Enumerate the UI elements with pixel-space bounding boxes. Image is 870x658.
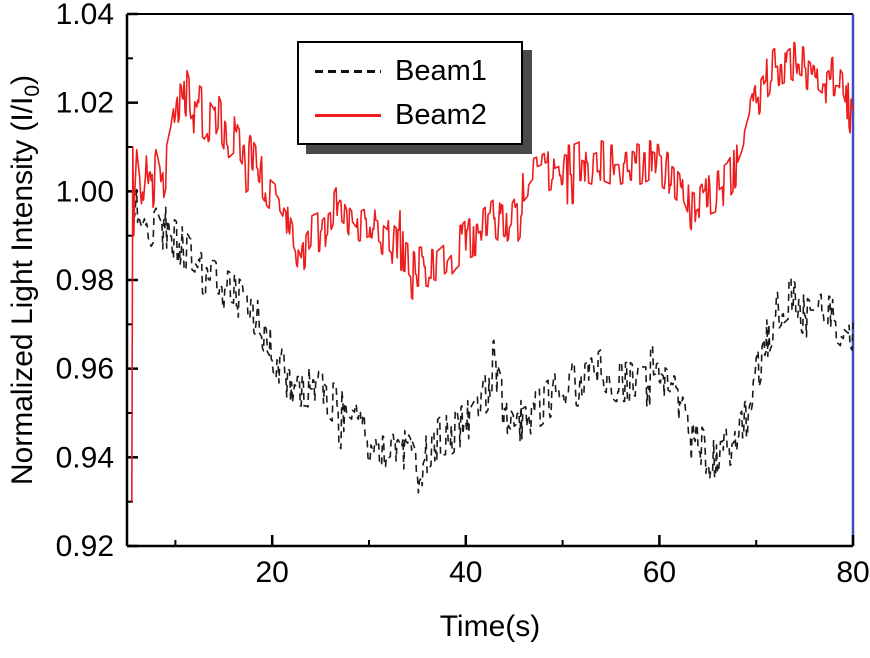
y-tick-label: 1.00 <box>56 175 114 208</box>
legend-label-beam2: Beam2 <box>395 98 487 131</box>
y-axis-title-suffix: ) <box>6 75 39 85</box>
y-tick-label: 1.04 <box>56 0 114 31</box>
x-axis-title: Time(s) <box>440 610 541 643</box>
x-tick-label: 20 <box>256 556 289 589</box>
y-axis-title-subscript: 0 <box>21 85 44 97</box>
x-tick-label: 60 <box>643 556 676 589</box>
legend-item-beam1: Beam1 <box>315 51 487 91</box>
y-axis-title: Normalized Light Intensity (I/I0) <box>6 75 44 485</box>
legend-item-beam2: Beam2 <box>315 95 487 135</box>
beam2-solid-line-sample <box>315 113 381 117</box>
y-tick-label: 0.98 <box>56 264 114 297</box>
legend-label-beam1: Beam1 <box>395 54 487 87</box>
y-axis-title-prefix: Normalized Light Intensity (I/I <box>6 97 39 486</box>
series-beam1-trace <box>132 188 854 494</box>
y-tick-label: 0.92 <box>56 530 114 563</box>
x-tick-label: 40 <box>449 556 482 589</box>
y-tick-label: 0.94 <box>56 441 114 474</box>
y-tick-label: 0.96 <box>56 353 114 386</box>
legend: Beam1 Beam2 <box>297 41 523 145</box>
beam1-dashed-line-sample <box>315 69 381 73</box>
x-tick-label: 80 <box>836 556 869 589</box>
y-tick-label: 1.02 <box>56 87 114 120</box>
series-beam2-trace <box>131 41 854 502</box>
